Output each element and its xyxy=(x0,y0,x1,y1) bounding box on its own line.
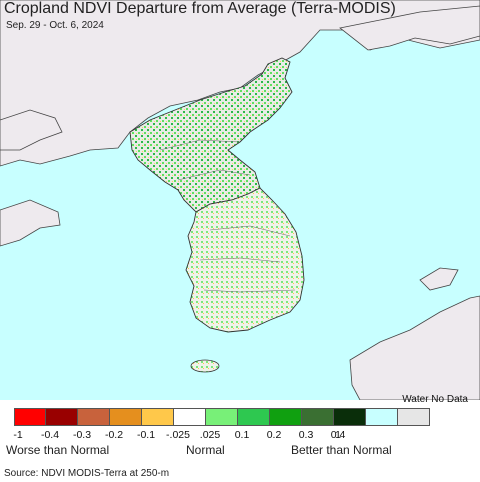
legend-categories: Worse than Normal Normal Better than Nor… xyxy=(0,443,480,459)
legend-bin-10 xyxy=(334,408,366,426)
legend-bin-11 xyxy=(366,408,398,426)
legend-tick-9: 0.3 xyxy=(298,429,314,441)
jeju-island xyxy=(190,359,220,373)
legend-bin-1 xyxy=(46,408,78,426)
legend-better-label: Better than Normal xyxy=(291,443,392,457)
legend-bin-12 xyxy=(398,408,430,426)
shandong-peninsula xyxy=(0,199,61,247)
legend-bin-3 xyxy=(110,408,142,426)
legend-bin-4 xyxy=(142,408,174,426)
legend-bin-7 xyxy=(238,408,270,426)
legend-bin-6 xyxy=(206,408,238,426)
legend-bin-2 xyxy=(78,408,110,426)
province-lines xyxy=(159,139,296,293)
legend-bin-5 xyxy=(174,408,206,426)
legend-water-nodata-label: Water No Data xyxy=(402,394,468,405)
legend-tick-10: 0.4 xyxy=(330,429,346,441)
legend-tick-6: .025 xyxy=(199,429,221,441)
japan-landmass xyxy=(349,295,480,400)
legend-tick-11: 1 xyxy=(335,429,341,441)
legend-tick-2: -0.3 xyxy=(72,429,92,441)
legend-bin-9 xyxy=(302,408,334,426)
map-date-range: Sep. 29 - Oct. 6, 2024 xyxy=(6,20,104,31)
japan-islands xyxy=(419,267,459,291)
map-title: Cropland NDVI Departure from Average (Te… xyxy=(4,0,396,17)
russia-coast xyxy=(339,5,480,51)
legend-color-bins xyxy=(14,408,430,426)
liaodong-peninsula xyxy=(0,109,63,151)
map xyxy=(0,0,480,400)
legend-tick-3: -0.2 xyxy=(104,429,124,441)
legend-tick-1: -0.4 xyxy=(40,429,60,441)
source-note: Source: NDVI MODIS-Terra at 250-m xyxy=(4,468,170,479)
legend-bin-8 xyxy=(270,408,302,426)
legend-tick-labels: -1 -0.4 -0.3 -0.2 -0.1 -.025 .025 0.1 0.2 0.3 0.4 1 xyxy=(0,429,480,443)
legend-tick-0: -1 xyxy=(13,429,23,441)
legend-normal-label: Normal xyxy=(186,443,225,457)
legend-tick-7: 0.1 xyxy=(234,429,250,441)
legend-bin-0 xyxy=(14,408,46,426)
legend-worse-label: Worse than Normal xyxy=(6,443,110,457)
legend-tick-5: -.025 xyxy=(166,429,190,441)
south-korea xyxy=(185,187,305,333)
legend-tick-8: 0.2 xyxy=(266,429,282,441)
legend-tick-4: -0.1 xyxy=(136,429,156,441)
